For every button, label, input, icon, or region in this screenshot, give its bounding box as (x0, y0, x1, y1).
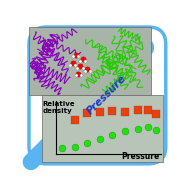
Bar (42, 95, 163, 162)
Bar (29, 27, 151, 95)
Text: Pressure: Pressure (85, 73, 128, 116)
FancyBboxPatch shape (29, 27, 166, 164)
Text: Pressure: Pressure (122, 152, 160, 161)
Text: Relative
density: Relative density (43, 101, 75, 114)
